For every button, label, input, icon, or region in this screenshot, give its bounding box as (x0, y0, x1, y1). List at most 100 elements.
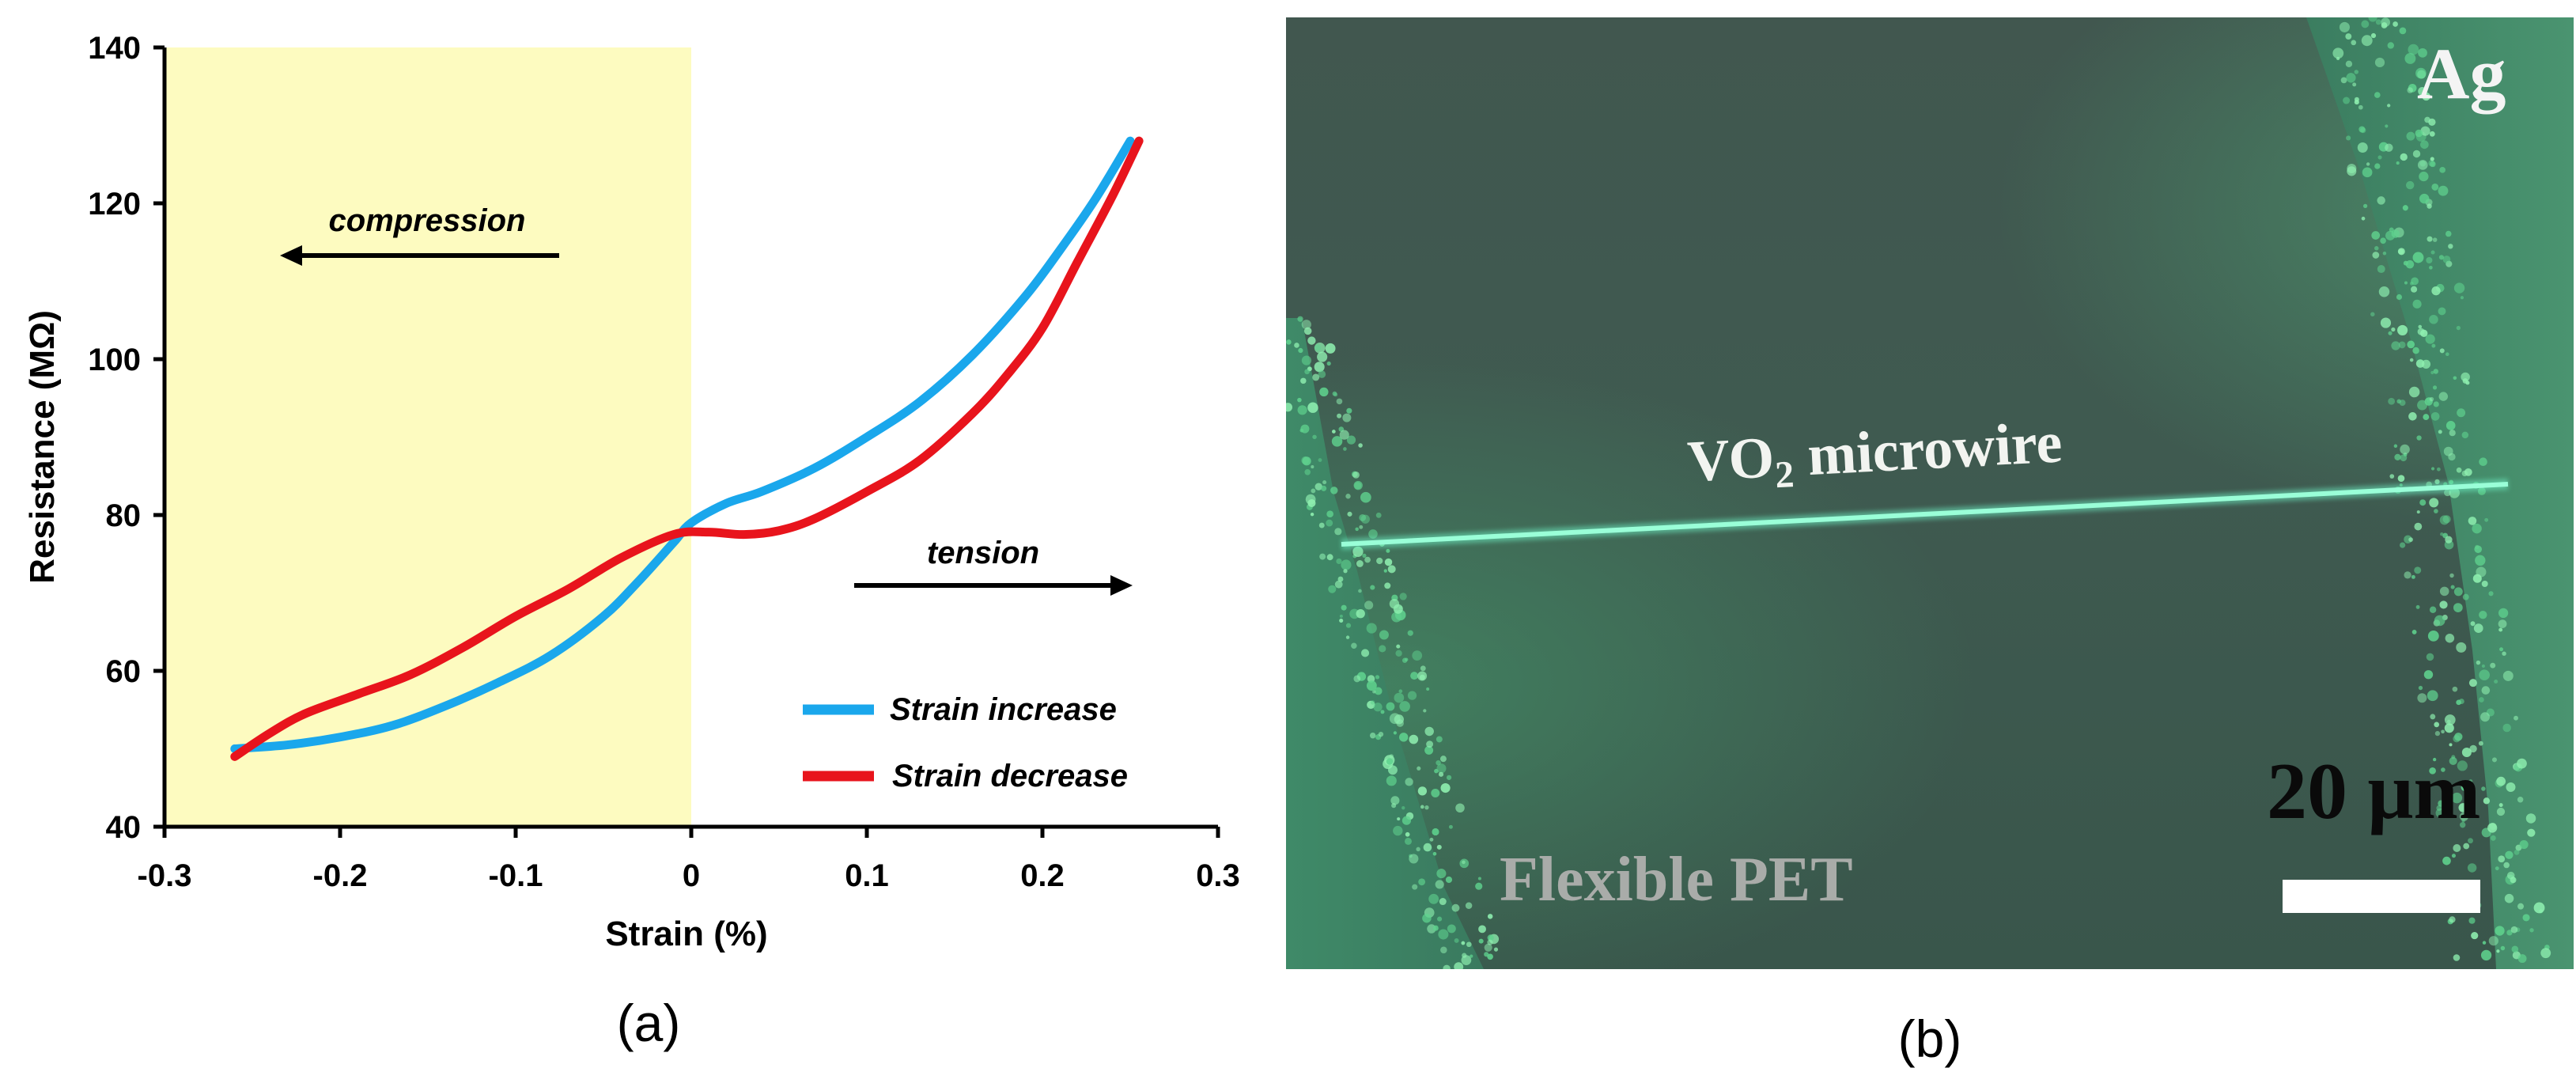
speckle (2432, 385, 2438, 390)
speckle (2514, 849, 2520, 855)
speckle (2514, 715, 2518, 721)
speckle (2453, 735, 2461, 743)
speckle (2439, 515, 2449, 525)
x-tick-label: -0.1 (489, 858, 543, 893)
speckle (1314, 344, 1322, 351)
speckle (2430, 161, 2436, 168)
speckle (2438, 392, 2449, 401)
speckle (1351, 642, 1357, 650)
speckle (2371, 231, 2381, 240)
speckle (2481, 580, 2488, 587)
speckle (2418, 47, 2427, 58)
speckle (2533, 902, 2545, 914)
speckle (2496, 949, 2500, 953)
speckle (2484, 517, 2489, 522)
x-tick-label: 0.3 (1196, 858, 1240, 893)
speckle (2437, 467, 2441, 472)
speckle (1379, 630, 1389, 640)
speckle (2430, 250, 2435, 255)
speckle (1298, 347, 1303, 354)
speckle (1337, 576, 1344, 582)
speckle (1420, 805, 1424, 809)
speckle (2431, 183, 2439, 191)
speckle (2444, 714, 2456, 725)
speckle (1432, 925, 1439, 931)
speckle (2490, 835, 2496, 841)
speckle (2400, 153, 2408, 161)
speckle (2380, 317, 2392, 328)
speckle (1423, 709, 1427, 713)
speckle (2429, 265, 2433, 270)
speckle (2378, 286, 2390, 297)
speckle (2496, 776, 2506, 786)
speckle (1455, 803, 1465, 813)
speckle (2417, 160, 2428, 170)
speckle (2540, 948, 2551, 959)
speckle (1360, 649, 1370, 657)
speckle (1384, 558, 1393, 566)
vo2-microwire (1341, 482, 2509, 547)
speckle (2453, 282, 2465, 294)
speckle (2479, 610, 2487, 619)
speckle (2387, 42, 2394, 49)
speckle (2415, 359, 2425, 368)
speckle (2475, 544, 2480, 550)
speckle (2374, 246, 2379, 251)
legend: Strain increase Strain decrease (803, 692, 1128, 793)
speckle (1341, 559, 1352, 570)
speckle (2451, 755, 2456, 759)
speckle (2361, 35, 2373, 47)
speckle (2389, 474, 2395, 479)
speckle (1310, 512, 1314, 517)
x-axis-label: Strain (%) (605, 915, 767, 953)
speckle (2396, 161, 2400, 165)
speckle (1394, 714, 1404, 725)
x-tick-label: 0.2 (1020, 858, 1065, 893)
speckle (2498, 619, 2507, 628)
speckle (1345, 494, 1351, 499)
speckle (2352, 82, 2357, 87)
wire-label-main: VO (1685, 425, 1776, 495)
speckle (2427, 630, 2439, 642)
series-line-strain-decrease (230, 136, 1144, 761)
speckle (1418, 878, 1426, 886)
speckle (2426, 256, 2433, 264)
speckle (1336, 558, 1342, 565)
speckle (2472, 523, 2482, 534)
speckle (2488, 591, 2494, 597)
y-tick-label: 40 (106, 810, 142, 845)
speckle (2394, 453, 2401, 461)
speckle (1435, 880, 1444, 889)
speckle (2391, 229, 2400, 238)
y-tick-label: 80 (106, 498, 142, 533)
speckle (2346, 135, 2351, 141)
speckle (1399, 593, 1407, 600)
speckle (2527, 828, 2536, 837)
speckle (2420, 329, 2428, 337)
speckle (2366, 162, 2370, 166)
y-tick-label: 100 (88, 343, 141, 377)
speckle (1437, 916, 1443, 922)
speckle (1426, 740, 1434, 748)
speckle (1364, 556, 1371, 563)
speckle (1339, 614, 1343, 618)
speckle (2464, 806, 2470, 812)
speckle (2360, 127, 2366, 134)
speckle (2504, 893, 2514, 903)
speckle (2362, 203, 2368, 208)
speckle (1364, 600, 1374, 610)
speckle (1380, 710, 1385, 714)
speckle (2460, 822, 2466, 828)
compression-annotation: compression (329, 203, 526, 238)
speckle (2419, 171, 2429, 182)
speckle (2420, 126, 2430, 136)
speckle (1379, 645, 1386, 653)
speckle (2445, 421, 2456, 430)
speckle (1429, 837, 1434, 842)
speckle (1328, 585, 1337, 593)
speckle (2423, 670, 2434, 680)
speckle (1384, 582, 1391, 589)
speckle (2456, 467, 2462, 473)
speckle (2511, 945, 2519, 953)
speckle (2404, 281, 2408, 285)
